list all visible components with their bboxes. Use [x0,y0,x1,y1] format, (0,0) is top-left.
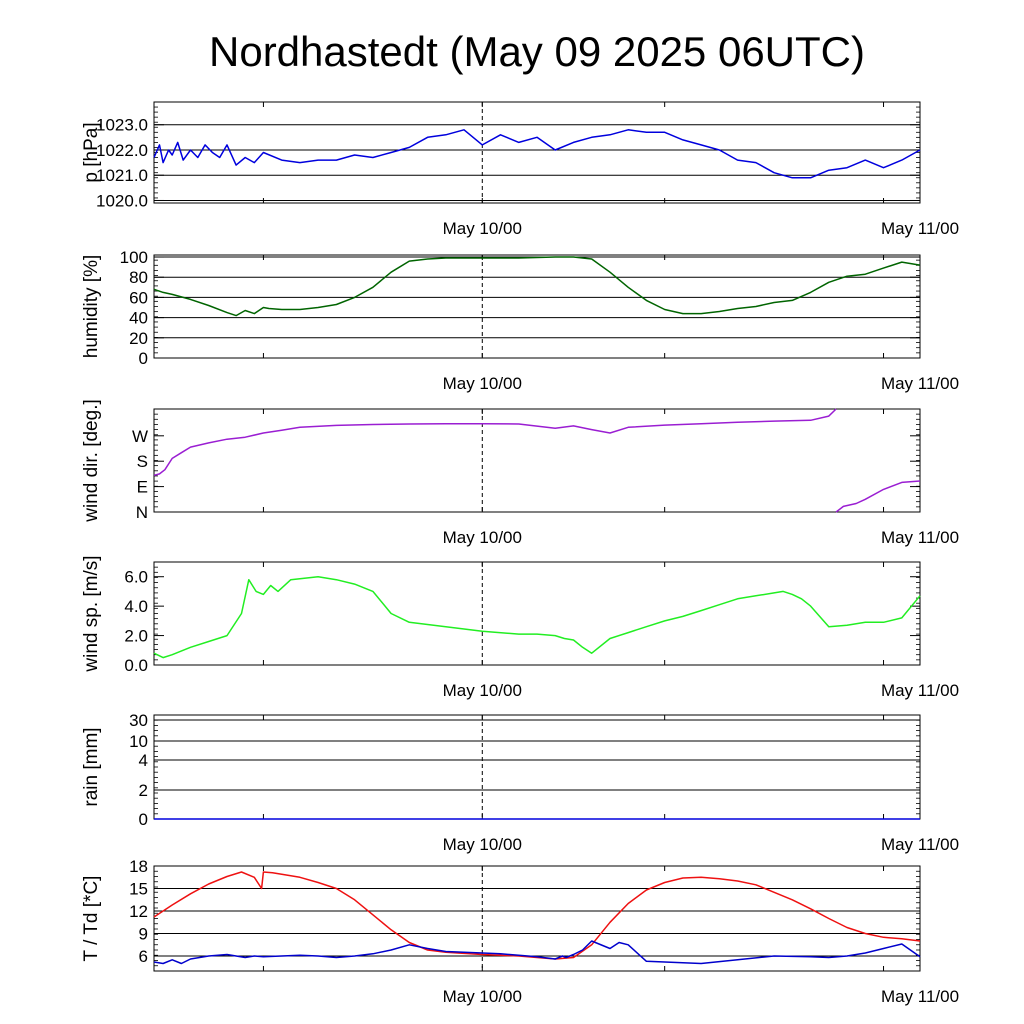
y-tick-label: E [137,478,148,497]
x-tick-label: May 10/00 [443,219,522,238]
x-tick-label: May 11/00 [881,835,959,854]
x-tick-label: May 10/00 [443,528,522,547]
wind-speed-panel: 0.0 2.0 4.0 6.0 May 10/00 May 11/00 wind sp. [… [81,555,959,700]
y-tick-label: 60 [129,288,148,307]
series-line [153,940,921,965]
y-tick-label: 1022.0 [96,141,148,160]
y-tick-label: 4.0 [124,597,148,616]
y-tick-label: 0 [139,810,148,829]
y-tick-label: 80 [129,268,148,287]
plot-frame [153,714,921,820]
series-line [153,871,921,960]
y-tick-label: 20 [129,329,148,348]
y-axis-label: T / Td [*C] [81,876,102,962]
y-tick-label: 40 [129,309,148,328]
y-tick-label: S [137,452,148,471]
y-tick-label: 10 [129,732,148,751]
y-tick-label: 1023.0 [96,116,148,135]
y-tick-label: 18 [129,857,148,876]
y-tick-label: 1021.0 [96,166,148,185]
y-tick-label: N [136,503,148,522]
y-axis-label: wind sp. [m/s] [81,555,102,672]
y-tick-label: 0 [139,349,148,368]
series-line [153,129,921,179]
x-tick-label: May 11/00 [881,681,959,700]
x-tick-label: May 11/00 [881,528,959,547]
y-tick-label: 1020.0 [96,191,148,210]
y-axis-label: p [hPa] [81,122,102,182]
series-line [153,575,921,659]
y-tick-label: 0.0 [124,656,148,675]
plot-frame [153,561,921,666]
y-tick-label: 6 [139,947,148,966]
x-tick-label: May 10/00 [443,987,522,1006]
plot-frame [153,408,921,513]
y-axis-label: rain [mm] [81,727,102,806]
y-axis-label: humidity [%] [81,255,102,358]
x-tick-label: May 10/00 [443,835,522,854]
x-tick-label: May 11/00 [881,219,959,238]
y-tick-label: 4 [139,751,148,770]
y-tick-label: 6.0 [124,568,148,587]
pressure-panel: 1020.0 1021.0 1022.0 1023.0 May 10/00 May 11/… [81,101,959,238]
x-tick-label: May 11/00 [881,987,959,1006]
y-tick-label: 2 [139,781,148,800]
y-tick-label: 2.0 [124,627,148,646]
rain-panel: 0 2 410 30 May 10/00 May 11/00 rain [mm] [81,711,959,854]
y-axis-label: wind dir. [deg.] [81,399,102,523]
series-line [153,256,921,317]
y-tick-label: W [132,427,148,446]
series-line [153,408,837,477]
temperature-panel: 6 9 12 15 18 May 10/00 May 11/00 T / Td [*C] [81,857,959,1006]
y-tick-label: 15 [129,880,148,899]
plot-frame [153,865,921,972]
y-tick-label: 30 [129,711,148,730]
y-tick-label: 100 [120,248,148,267]
x-tick-label: May 10/00 [443,374,522,393]
series-line [835,480,921,513]
plot-frame [153,254,921,359]
plot-frame [153,101,921,204]
x-tick-label: May 11/00 [881,374,959,393]
y-tick-label: 12 [129,902,148,921]
chart-title: Nordhastedt (May 09 2025 06UTC) [209,28,865,75]
y-tick-label: 9 [139,925,148,944]
x-tick-label: May 10/00 [443,681,522,700]
